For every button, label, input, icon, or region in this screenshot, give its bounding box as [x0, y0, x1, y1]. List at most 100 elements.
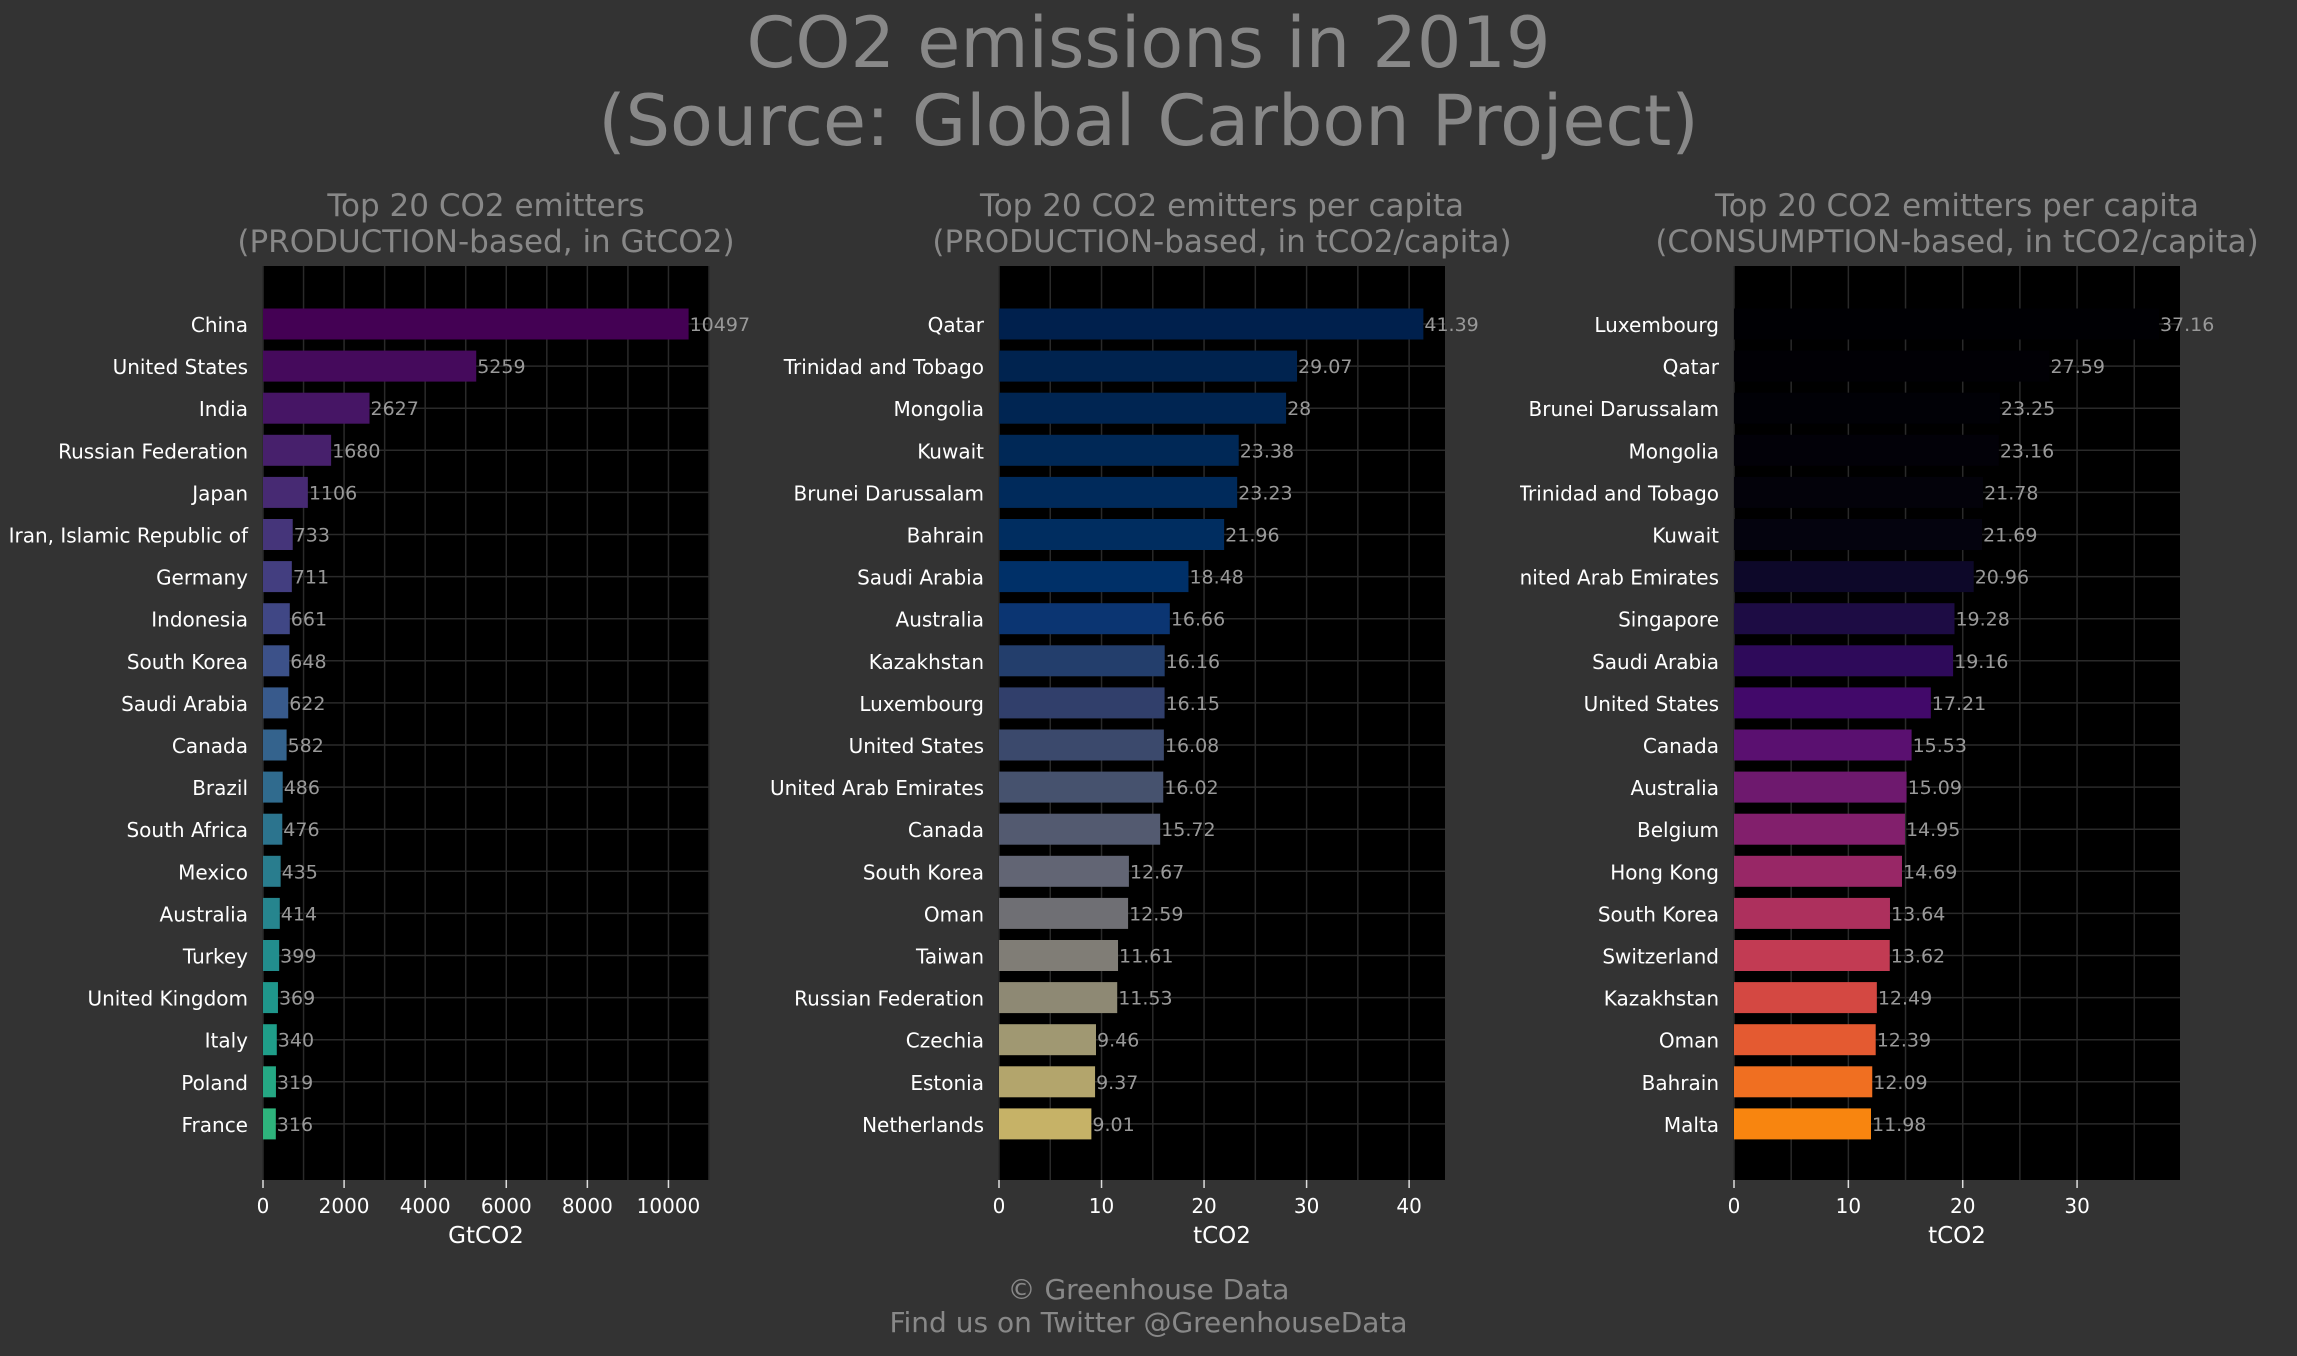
category-label: Australia: [160, 902, 248, 926]
chart-subtitle-line1: Top 20 CO2 emitters: [326, 188, 644, 224]
bar: [1734, 392, 2000, 424]
category-label: France: [181, 1113, 248, 1137]
category-label: Iran, Islamic Republic of: [9, 524, 249, 548]
category-label: Canada: [172, 734, 248, 758]
bar: [263, 771, 283, 803]
category-label: Kazakhstan: [869, 650, 984, 674]
chart-production-per-capita: Top 20 CO2 emitters per capita(PRODUCTIO…: [770, 188, 1512, 1249]
bar: [999, 1024, 1096, 1056]
bar: [999, 855, 1129, 887]
value-label: 15.09: [1908, 777, 1962, 799]
category-label: Canada: [1643, 734, 1719, 758]
bar: [999, 771, 1164, 803]
chart-subtitle-line1: Top 20 CO2 emitters per capita: [979, 188, 1464, 224]
category-label: Australia: [896, 608, 984, 632]
category-label: Luxembourg: [1594, 313, 1719, 337]
bar: [1734, 982, 1877, 1014]
bar: [1734, 687, 1931, 719]
bar: [263, 519, 293, 550]
bar: [263, 1108, 276, 1140]
main-title-line1: CO2 emissions in 2019: [746, 2, 1551, 84]
value-label: 20.96: [1975, 567, 2029, 589]
bar: [1734, 855, 1902, 887]
value-label: 12.39: [1877, 1030, 1931, 1052]
category-label: Trinidad and Tobago: [783, 355, 984, 379]
value-label: 23.16: [2000, 440, 2054, 462]
value-label: 15.53: [1913, 735, 1967, 757]
bar: [999, 982, 1118, 1014]
bar: [1734, 1066, 1873, 1098]
footer: © Greenhouse Data Find us on Twitter @Gr…: [0, 1273, 2297, 1339]
category-label: Poland: [181, 1071, 248, 1095]
value-label: 16.02: [1164, 777, 1218, 799]
category-label: United States: [113, 355, 248, 379]
value-label: 10497: [690, 314, 750, 336]
value-label: 16.16: [1166, 651, 1220, 673]
main-title: CO2 emissions in 2019 (Source: Global Ca…: [0, 4, 2297, 160]
value-label: 12.67: [1130, 861, 1184, 883]
category-label: Mongolia: [894, 397, 984, 421]
value-label: 23.38: [1240, 440, 1294, 462]
bar: [999, 603, 1170, 635]
chart-subtitle-line2: (PRODUCTION-based, in tCO2/capita): [932, 224, 1511, 260]
bar: [1734, 603, 1955, 635]
x-tick-label: 10000: [637, 1194, 701, 1218]
value-label: 23.25: [2001, 398, 2055, 420]
bar: [999, 476, 1238, 508]
x-tick-label: 4000: [400, 1194, 451, 1218]
bar: [263, 855, 281, 887]
category-label: Brunei Darussalam: [1529, 397, 1719, 421]
value-label: 13.64: [1891, 903, 1945, 925]
value-label: 23.23: [1238, 482, 1292, 504]
category-label: South Africa: [126, 818, 248, 842]
value-label: 11.53: [1118, 988, 1172, 1010]
category-label: United Kingdom: [87, 987, 248, 1011]
bar: [999, 897, 1129, 929]
category-label: United Arab Emirates: [770, 776, 984, 800]
category-label: Russian Federation: [794, 987, 984, 1011]
value-label: 319: [277, 1072, 313, 1094]
value-label: 29.07: [1298, 356, 1352, 378]
value-label: 399: [280, 946, 316, 968]
bar: [1734, 434, 1999, 466]
category-label: Kuwait: [1652, 524, 1719, 548]
category-label: Saudi Arabia: [121, 692, 248, 716]
footer-copyright: © Greenhouse Data: [1007, 1273, 1290, 1306]
category-label: Saudi Arabia: [857, 566, 984, 590]
value-label: 1680: [332, 440, 380, 462]
bar: [999, 1108, 1092, 1140]
bar: [263, 434, 332, 466]
category-label: Indonesia: [151, 608, 248, 632]
x-tick-label: 0: [257, 1194, 270, 1218]
category-label: Taiwan: [915, 945, 984, 969]
value-label: 21.96: [1225, 525, 1279, 547]
bar: [1734, 813, 1905, 845]
value-label: 15.72: [1161, 819, 1215, 841]
category-label: India: [199, 397, 248, 421]
value-label: 19.28: [1955, 609, 2009, 631]
bar: [1734, 897, 1890, 929]
category-label: United States: [1584, 692, 1719, 716]
category-label: Estonia: [910, 1071, 984, 1095]
bar: [1734, 645, 1954, 677]
value-label: 582: [288, 735, 324, 757]
value-label: 28: [1287, 398, 1311, 420]
value-label: 19.16: [1954, 651, 2008, 673]
x-tick-label: 20: [1950, 1194, 1975, 1218]
bar: [263, 561, 292, 593]
category-label: Canada: [908, 818, 984, 842]
value-label: 17.21: [1932, 693, 1986, 715]
category-label: Italy: [205, 1029, 249, 1053]
bar: [999, 308, 1424, 340]
x-axis-label: GtCO2: [448, 1223, 524, 1249]
category-label: Czechia: [906, 1029, 984, 1053]
category-label: Brunei Darussalam: [794, 481, 984, 505]
bar: [1734, 308, 2159, 340]
value-label: 16.08: [1165, 735, 1219, 757]
charts-area: Top 20 CO2 emitters (PRODUCTION-based, in…: [0, 170, 2297, 1270]
bar: [1734, 1024, 1876, 1056]
bar: [1734, 561, 1974, 593]
category-label: Oman: [924, 902, 984, 926]
value-label: 37.16: [2160, 314, 2214, 336]
bar: [999, 813, 1161, 845]
